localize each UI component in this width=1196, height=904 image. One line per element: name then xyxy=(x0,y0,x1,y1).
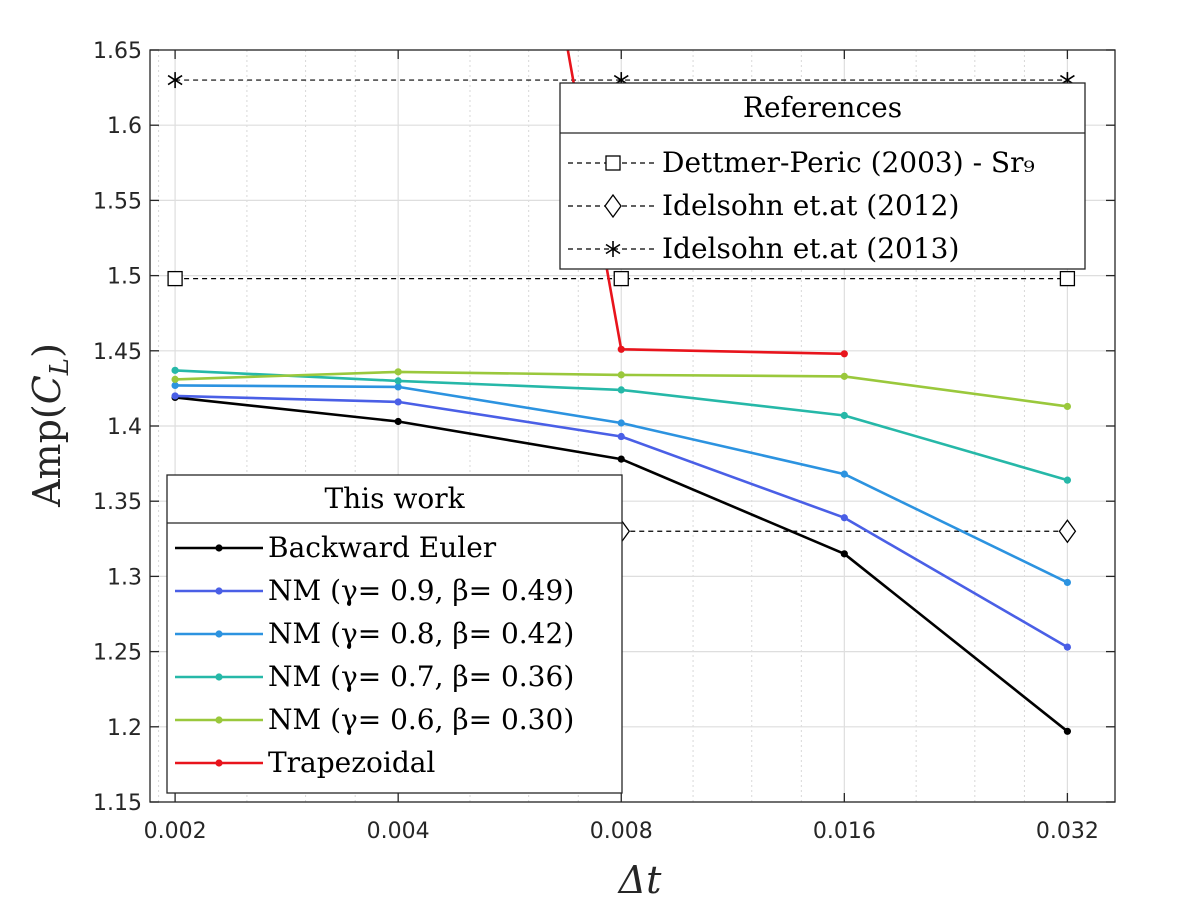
axes xyxy=(149,49,1116,803)
series-nm-0-6-0-30- xyxy=(171,368,1072,411)
this-work-legend-title: This work xyxy=(324,482,465,515)
x-tick-label: 0.032 xyxy=(1036,819,1099,844)
data-point xyxy=(617,371,625,379)
data-point xyxy=(1063,476,1072,484)
y-tick-label: 1.2 xyxy=(107,716,142,741)
references-legend-entry: Idelsohn et.at (2012) xyxy=(662,189,959,222)
y-tick-label: 1.4 xyxy=(107,415,142,440)
y-axis-label: Amp(CL) xyxy=(25,343,75,508)
reference-square xyxy=(167,270,1076,287)
data-point xyxy=(1063,402,1072,411)
marker-diamond xyxy=(1058,519,1077,544)
data-point xyxy=(617,386,625,394)
data-point xyxy=(1063,643,1072,651)
y-tick-label: 1.25 xyxy=(93,641,142,666)
x-tick-label: 0.008 xyxy=(590,819,653,844)
series-nm-0-8-0-42- xyxy=(171,381,1072,587)
y-tick-label: 1.6 xyxy=(107,114,142,139)
legend-sample-marker xyxy=(215,630,223,638)
this-work-legend-entry: Backward Euler xyxy=(268,531,497,564)
y-tick-label: 1.3 xyxy=(107,565,142,590)
tick-labels: 0.002 0.004 0.008 0.016 0.032 1.15 1.2 1.25 1.3 1… xyxy=(93,39,1099,844)
series-nm-0-7-0-36- xyxy=(171,366,1072,484)
data-point xyxy=(394,368,402,376)
data-point xyxy=(840,372,848,380)
data-point xyxy=(617,419,625,427)
data-point xyxy=(840,350,848,358)
references-legend-entry: Dettmer-Peric (2003) - Sr₉ xyxy=(662,146,1035,179)
this-work-legend-entry: NM (γ= 0.7, β= 0.36) xyxy=(268,660,574,693)
data-point xyxy=(1063,578,1072,587)
reference-asterisk xyxy=(167,72,1075,89)
data-point xyxy=(171,375,179,383)
y-tick-label: 1.65 xyxy=(93,39,142,64)
data-point xyxy=(394,417,402,426)
this-work-legend-entry: NM (γ= 0.8, β= 0.42) xyxy=(268,617,574,650)
data-point xyxy=(171,366,179,374)
references-legend-title: References xyxy=(743,91,902,124)
marker-square xyxy=(167,270,183,287)
data-point xyxy=(617,345,625,353)
this-work-legend-entry: Trapezoidal xyxy=(268,746,435,779)
legend-sample-marker xyxy=(215,544,223,552)
marker-asterisk xyxy=(167,72,183,89)
data-point xyxy=(394,383,402,391)
data-point xyxy=(840,470,848,478)
y-tick-label: 1.35 xyxy=(93,490,142,515)
legend-sample-marker xyxy=(215,587,223,595)
reference-lines xyxy=(167,72,1077,544)
data-point xyxy=(617,455,625,463)
marker-diamond xyxy=(604,193,622,219)
marker-square xyxy=(613,270,629,287)
x-tick-label: 0.002 xyxy=(144,819,207,844)
y-tick-label: 1.5 xyxy=(107,265,142,290)
data-point xyxy=(1063,727,1072,735)
y-tick-label: 1.55 xyxy=(93,189,142,214)
data-point xyxy=(171,392,179,400)
data-point xyxy=(840,411,848,420)
series-nm-0-9-0-49- xyxy=(171,392,1072,651)
data-point xyxy=(840,514,848,522)
legend-sample-marker xyxy=(215,759,223,767)
series-backward-euler xyxy=(171,393,1072,735)
marker-asterisk xyxy=(605,241,621,257)
this-work-legend-entry: NM (γ= 0.6, β= 0.30) xyxy=(268,703,574,736)
series-group xyxy=(171,50,1072,735)
legend-sample-marker xyxy=(215,716,223,724)
legend-references: References Dettmer-Peric (2003) - Sr₉ Idel… xyxy=(559,82,1086,270)
data-point xyxy=(394,377,402,385)
x-tick-label: 0.004 xyxy=(367,819,430,844)
x-tick-label: 0.016 xyxy=(813,819,876,844)
data-point xyxy=(171,381,179,389)
y-tick-label: 1.45 xyxy=(93,340,142,365)
legend-this-work: This work Backward Euler NM (γ= 0.9, β= 0.… xyxy=(166,474,623,794)
references-legend-box xyxy=(559,82,1086,270)
this-work-legend-entry: NM (γ= 0.9, β= 0.49) xyxy=(268,574,574,607)
marker-square xyxy=(605,155,621,171)
data-point xyxy=(840,550,848,558)
y-tick-label: 1.15 xyxy=(93,791,142,816)
marker-square xyxy=(1059,270,1076,287)
legend-sample-marker xyxy=(215,673,223,681)
references-legend-entry: Idelsohn et.at (2013) xyxy=(662,232,959,265)
data-point xyxy=(394,398,402,406)
data-point xyxy=(617,432,625,441)
x-axis-label: Δt xyxy=(617,858,662,902)
